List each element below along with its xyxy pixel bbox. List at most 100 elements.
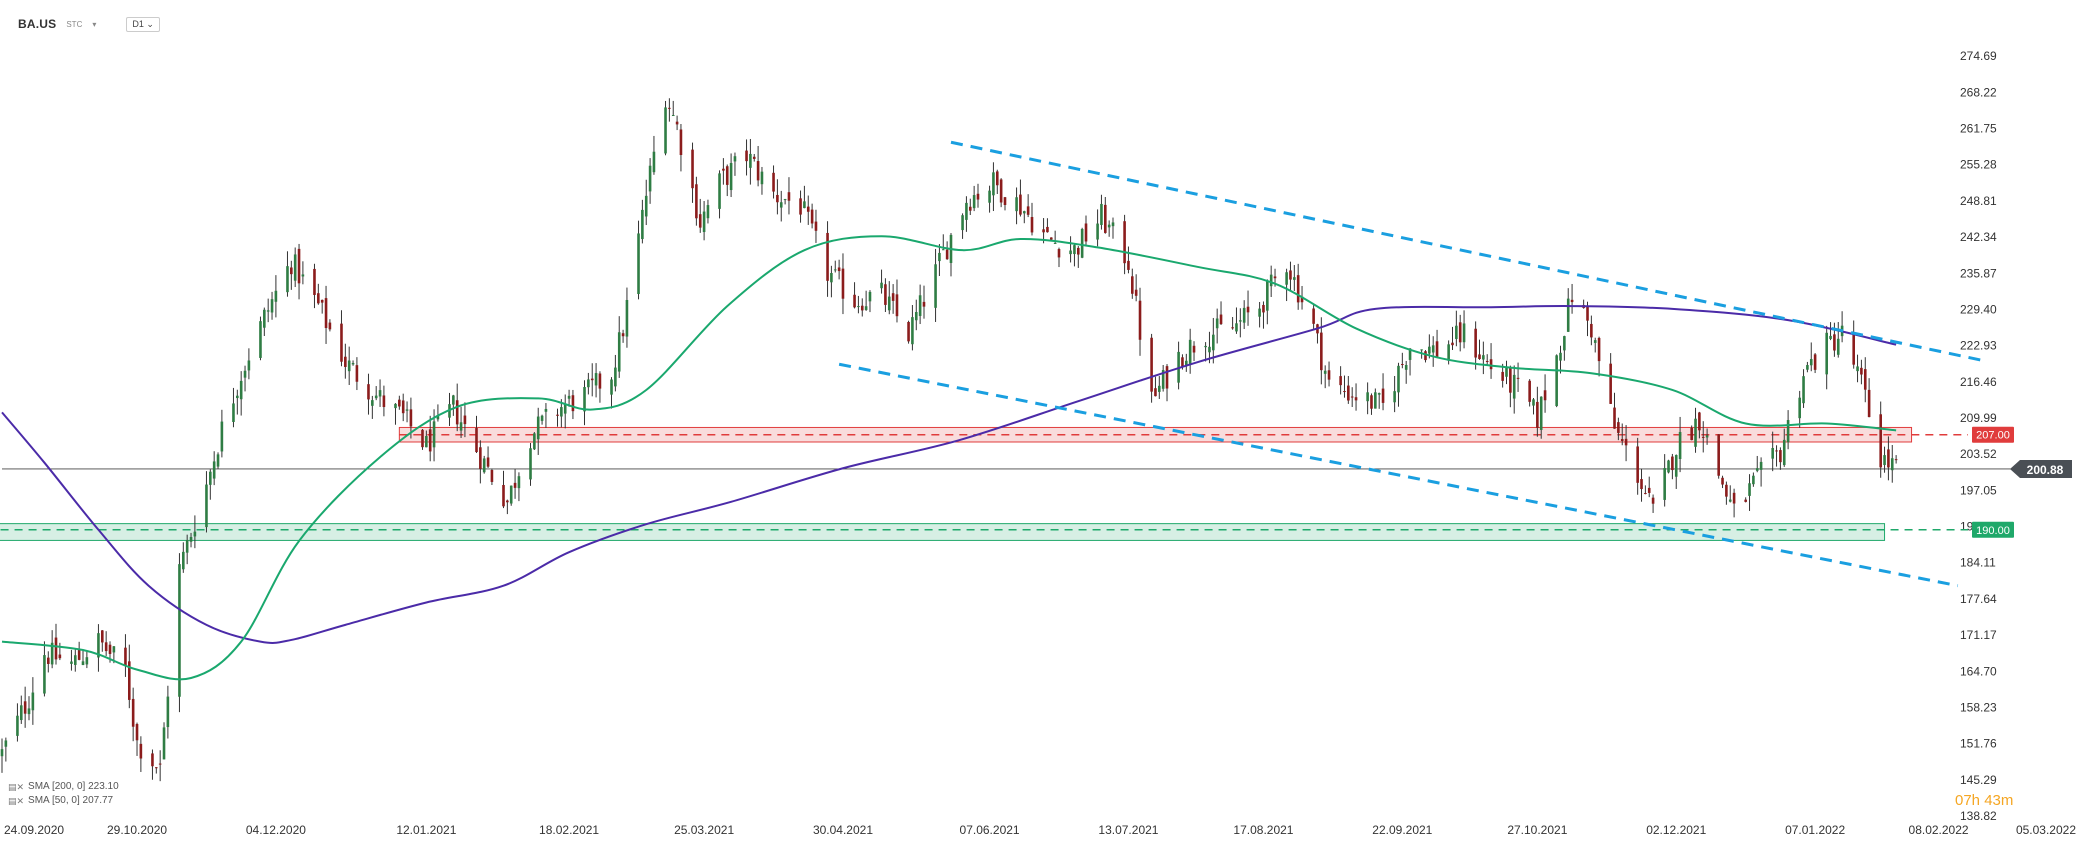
candle-body [625, 299, 629, 337]
candle-body [70, 661, 73, 664]
y-tick-label: 164.70 [1960, 664, 1997, 678]
candle-body [922, 301, 926, 307]
x-tick-label: 12.01.2021 [396, 823, 456, 837]
candle-body [799, 198, 802, 215]
candle-body [4, 740, 8, 747]
candle-body [1651, 497, 1655, 504]
y-tick-label: 235.87 [1960, 266, 1997, 280]
candle-body [814, 221, 818, 231]
candle-body [1744, 499, 1747, 502]
candle-body [1300, 296, 1304, 303]
candle-body [1698, 412, 1701, 431]
candle-body [1150, 337, 1153, 392]
candle-body [787, 192, 791, 201]
candle-body [598, 373, 602, 389]
candle-body [1134, 289, 1138, 296]
candle-body [880, 282, 883, 289]
candle-body [911, 317, 914, 345]
candle-body [1046, 226, 1049, 233]
candle-body [614, 367, 617, 387]
candle-body [887, 296, 891, 311]
candle-body [517, 476, 521, 489]
candle-body [1836, 338, 1840, 355]
y-tick-label: 177.64 [1960, 592, 1997, 606]
x-tick-label: 17.08.2021 [1233, 823, 1293, 837]
candle-body [853, 294, 856, 308]
candle-body [436, 415, 440, 420]
candle-body [1428, 346, 1431, 354]
candle-body [1401, 363, 1404, 365]
y-tick-label: 151.76 [1960, 737, 1997, 751]
candle-body [1239, 320, 1242, 322]
candle-body [760, 171, 764, 185]
candle-body [1374, 392, 1377, 409]
candle-body [347, 360, 351, 372]
candle-body [945, 249, 949, 260]
candle-body [756, 161, 760, 181]
candle-body [1215, 318, 1219, 329]
candle-body [1019, 194, 1022, 215]
candle-body [779, 202, 783, 208]
chevron-down-icon[interactable]: ▾ [92, 19, 97, 29]
candle-body [1597, 337, 1601, 362]
candle-body [621, 333, 625, 337]
candle-body [1728, 499, 1732, 502]
candle-body [1366, 392, 1369, 402]
candle-body [1509, 368, 1512, 393]
candle-body [907, 322, 910, 342]
candle-body [833, 269, 837, 271]
candle-body [837, 267, 841, 272]
candle-body [46, 657, 50, 664]
candle-body [1339, 376, 1342, 386]
indicator-legend: ▤✕ SMA [200, 0] 223.10 ▤✕ SMA [50, 0] 20… [8, 780, 119, 808]
candle-body [1289, 270, 1292, 280]
candle-body [1069, 250, 1072, 255]
candle-body [182, 551, 185, 570]
candle-body [482, 458, 486, 473]
candle-body [1613, 407, 1616, 429]
candle-body [1431, 345, 1435, 353]
candle-body [1732, 492, 1736, 504]
candle-body [479, 447, 482, 469]
candle-body [652, 151, 656, 173]
candle-body [428, 429, 432, 452]
candle-body [1022, 211, 1026, 214]
candle-body [968, 206, 972, 211]
candle-body [1269, 274, 1273, 287]
channel-lower-trendline [838, 362, 1959, 588]
candle-body [891, 293, 895, 301]
candle-body [1235, 323, 1238, 332]
candle-body [189, 537, 193, 542]
candle-body [695, 184, 698, 219]
candle-body [1752, 475, 1755, 485]
candle-body [1266, 280, 1269, 311]
candle-body [1080, 229, 1084, 258]
candle-body [1593, 340, 1597, 343]
candle-body [139, 743, 143, 759]
candle-body [455, 400, 459, 425]
candle-body [263, 309, 266, 328]
candle-body [509, 485, 513, 504]
candle-body [1674, 455, 1678, 477]
candle-body [571, 395, 575, 412]
candle-body [1528, 380, 1531, 402]
candle-body [1404, 364, 1408, 370]
candle-body [73, 655, 77, 665]
legend-item-sma50[interactable]: ▤✕ SMA [50, 0] 207.77 [8, 794, 119, 808]
candle-body [1447, 344, 1450, 361]
candle-body [1532, 399, 1535, 406]
legend-item-sma200[interactable]: ▤✕ SMA [200, 0] 223.10 [8, 780, 119, 794]
candle-body [421, 429, 424, 448]
candle-body [698, 214, 702, 228]
candle-body [1505, 367, 1508, 377]
candle-body [1667, 460, 1670, 473]
candle-body [1887, 449, 1890, 468]
candle-body [1474, 328, 1477, 358]
candle-body [1779, 450, 1782, 463]
timeframe-select[interactable]: D1 ⌄ [126, 16, 160, 32]
candle-body [155, 767, 158, 769]
candle-body [151, 753, 154, 767]
candle-body [193, 531, 197, 537]
candle-body [1161, 370, 1165, 389]
candle-body [1536, 401, 1539, 428]
